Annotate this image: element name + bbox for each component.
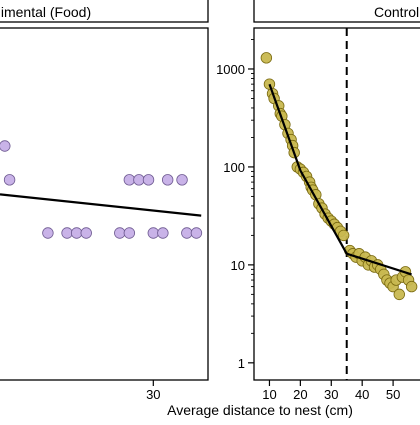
left-data-point [70,227,83,239]
right-data-point [260,52,273,64]
left-data-point [142,174,155,186]
left-data-point [190,227,203,239]
right-data-point [337,229,350,242]
right-x-tick-label: 10 [262,387,276,402]
right-y-tick-label: 10 [231,258,245,273]
right-y-tick-label: 1 [238,356,245,371]
right-data-point [405,280,418,293]
right-fit-line [268,83,412,276]
left-data-point [147,227,160,239]
right-panel-marks: 1 10 100 1000 10 20 30 40 50 [216,28,418,402]
left-data-point [176,174,188,186]
left-data-point [114,227,126,239]
left-x-tick-label: 30 [146,387,160,402]
right-data-point [263,78,276,90]
left-data-point [80,227,92,239]
left-data-point [0,140,11,152]
left-data-point [123,227,136,239]
right-data-point [393,288,405,301]
right-panel-title-box [253,0,420,23]
left-data-point [157,227,169,239]
right-x-tick-label: 20 [293,387,307,402]
left-data-point [161,174,174,186]
left-data-point [133,174,145,186]
right-x-tick-label: 30 [324,387,338,402]
left-panel-title-box [0,0,209,23]
left-data-point [181,227,193,239]
right-y-tick-label: 1000 [216,62,245,77]
right-y-tick-label: 100 [223,160,245,175]
right-panel: Control 1 10 100 1000 10 20 30 40 50 [216,0,420,402]
left-panel: imental (Food) 30 [0,0,209,402]
x-axis-label: Average distance to nest (cm) [167,402,353,418]
left-panel-title: imental (Food) [1,4,91,20]
left-data-point [42,227,54,239]
left-panel-frame [0,27,209,381]
right-x-tick-label: 40 [355,387,369,402]
left-panel-marks: 30 [0,140,203,402]
left-data-point [61,227,73,239]
left-data-point [3,174,16,186]
left-fit-line [0,193,202,217]
right-x-tick-label: 50 [386,387,400,402]
left-data-point [123,174,136,186]
right-panel-title: Control [374,4,419,20]
right-panel-frame [253,27,420,381]
